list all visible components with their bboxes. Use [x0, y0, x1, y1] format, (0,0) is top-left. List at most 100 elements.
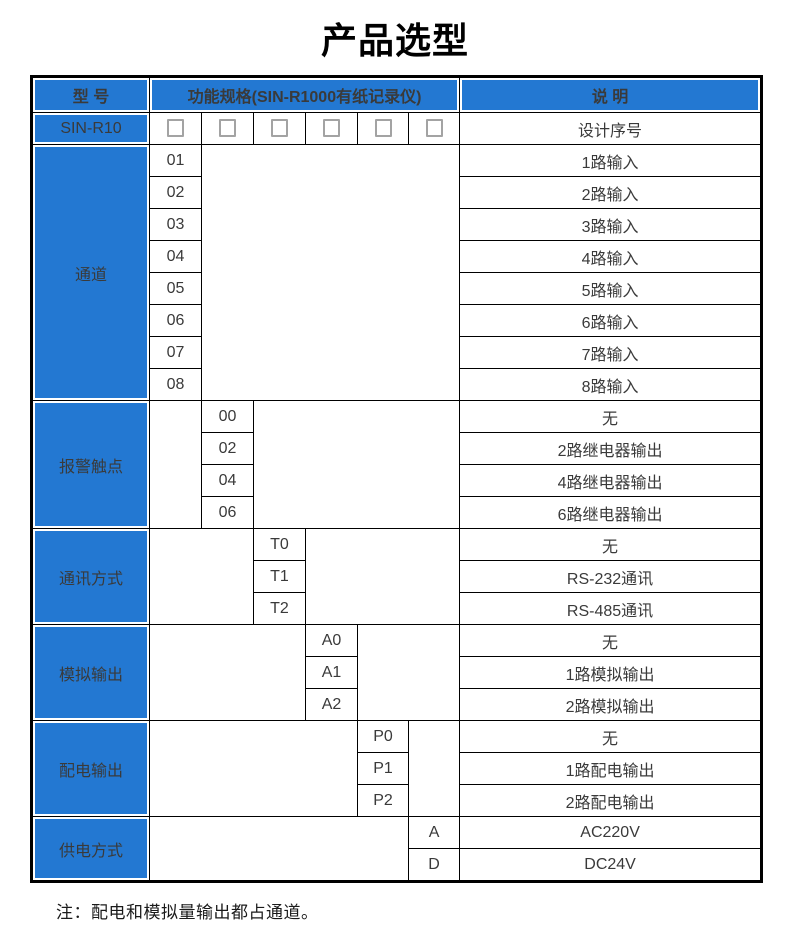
option-row: P1 1路配电输出 [32, 752, 763, 785]
option-code: T2 [253, 592, 306, 625]
option-row: 08 8路输入 [32, 368, 763, 401]
footnote: 注：配电和模拟量输出都占通道。 [56, 903, 319, 922]
option-code: P2 [357, 784, 409, 817]
option-desc: 无 [459, 400, 763, 433]
option-desc: 6路输入 [459, 304, 763, 337]
option-row: 配电输出 P0 无 [31, 720, 763, 817]
blank-cell [200, 144, 461, 401]
blank-cell [252, 400, 461, 529]
option-row: A1 1路模拟输出 [32, 656, 763, 689]
option-desc: 1路模拟输出 [459, 656, 763, 689]
model-name: SIN-R10 [31, 112, 150, 145]
option-desc: 5路输入 [459, 272, 763, 305]
option-desc: 4路继电器输出 [459, 464, 763, 497]
column-header-model: 型 号 [31, 76, 150, 113]
option-row: 02 2路继电器输出 [32, 432, 763, 465]
option-row: 02 2路输入 [32, 176, 763, 209]
spec-checkbox-cell [149, 112, 202, 145]
option-desc: 1路配电输出 [459, 752, 763, 785]
checkbox-icon[interactable] [167, 119, 184, 138]
option-code: T0 [253, 528, 306, 561]
blank-cell [149, 624, 306, 721]
checkbox-icon[interactable] [323, 119, 340, 138]
page-title: 产品选型 [320, 20, 469, 61]
option-desc: 2路配电输出 [459, 784, 763, 817]
option-desc: 8路输入 [459, 368, 763, 401]
option-row: 06 6路输入 [32, 304, 763, 337]
option-desc: 2路输入 [459, 176, 763, 209]
selection-table-body: SIN-R10 设计序号 通道 01 1路输入 02 2路输入 03 3路输入 04 4路输入 0… [31, 112, 763, 882]
option-row: T2 RS-485通讯 [32, 592, 763, 625]
spec-checkbox-cell [201, 112, 254, 145]
checkbox-icon[interactable] [425, 119, 443, 138]
blank-cell [149, 816, 409, 882]
checkbox-icon[interactable] [219, 119, 236, 138]
column-header-spec: 功能规格(SIN-R1000有纸记录仪) [148, 76, 461, 113]
option-desc: RS-485通讯 [459, 592, 763, 625]
option-row: P2 2路配电输出 [32, 784, 763, 817]
option-desc: 2路继电器输出 [459, 432, 763, 465]
category-cell: 模拟输出 [31, 624, 150, 721]
option-code: 05 [149, 272, 202, 305]
option-code: T1 [253, 560, 306, 593]
option-desc: 6路继电器输出 [459, 496, 763, 529]
option-row: 03 3路输入 [32, 208, 763, 241]
option-desc: 无 [459, 528, 763, 561]
option-code: D [407, 848, 461, 882]
option-code: P0 [357, 720, 409, 753]
blank-cell [149, 400, 202, 529]
blank-cell [407, 720, 461, 817]
option-code: 08 [149, 368, 202, 401]
option-code: 01 [149, 144, 202, 177]
option-desc: AC220V [459, 816, 763, 849]
option-desc: 无 [459, 624, 763, 657]
option-desc: RS-232通讯 [459, 560, 763, 593]
option-code: A2 [305, 688, 358, 721]
checkbox-icon[interactable] [271, 119, 288, 138]
spec-checkbox-cell [407, 112, 461, 145]
option-desc: 1路输入 [459, 144, 763, 177]
option-code: 06 [201, 496, 254, 529]
option-code: 04 [149, 240, 202, 273]
option-row: D DC24V [32, 848, 763, 882]
option-row: 报警触点 00 无 [31, 400, 763, 529]
option-desc: 2路模拟输出 [459, 688, 763, 721]
option-code: 00 [201, 400, 254, 433]
blank-cell [356, 624, 461, 721]
option-row: 07 7路输入 [32, 336, 763, 369]
category-cell: 通道 [31, 144, 150, 401]
option-desc: 3路输入 [459, 208, 763, 241]
option-desc: 7路输入 [459, 336, 763, 369]
option-row: 04 4路输入 [32, 240, 763, 273]
option-code: 02 [201, 432, 254, 465]
option-code: A [407, 816, 461, 849]
product-selection-table: 型 号 功能规格(SIN-R1000有纸记录仪) 说 明 SIN-R10 设计序… [30, 75, 764, 883]
option-code: 04 [201, 464, 254, 497]
column-header-desc: 说 明 [459, 76, 763, 113]
model-row-desc: 设计序号 [459, 112, 763, 145]
blank-cell [149, 528, 254, 625]
option-row: 06 6路继电器输出 [32, 496, 763, 529]
model-row: SIN-R10 设计序号 [31, 112, 763, 145]
spec-checkbox-cell [305, 112, 358, 145]
blank-cell [149, 720, 358, 817]
option-row: 供电方式 A AC220V [31, 816, 763, 882]
option-code: 03 [149, 208, 202, 241]
option-row: A2 2路模拟输出 [32, 688, 763, 721]
option-row: 通道 01 1路输入 [31, 144, 763, 401]
spec-checkbox-cell [357, 112, 409, 145]
option-code: 07 [149, 336, 202, 369]
option-code: A1 [305, 656, 358, 689]
option-row: 05 5路输入 [32, 272, 763, 305]
checkbox-icon[interactable] [374, 119, 392, 138]
option-code: A0 [305, 624, 358, 657]
spec-checkbox-cell [253, 112, 306, 145]
option-code: 02 [149, 176, 202, 209]
option-code: 06 [149, 304, 202, 337]
category-cell: 报警触点 [31, 400, 150, 529]
category-cell: 配电输出 [31, 720, 150, 817]
blank-cell [304, 528, 461, 625]
option-desc: 4路输入 [459, 240, 763, 273]
option-desc: DC24V [459, 848, 763, 882]
option-row: 模拟输出 A0 无 [31, 624, 763, 721]
